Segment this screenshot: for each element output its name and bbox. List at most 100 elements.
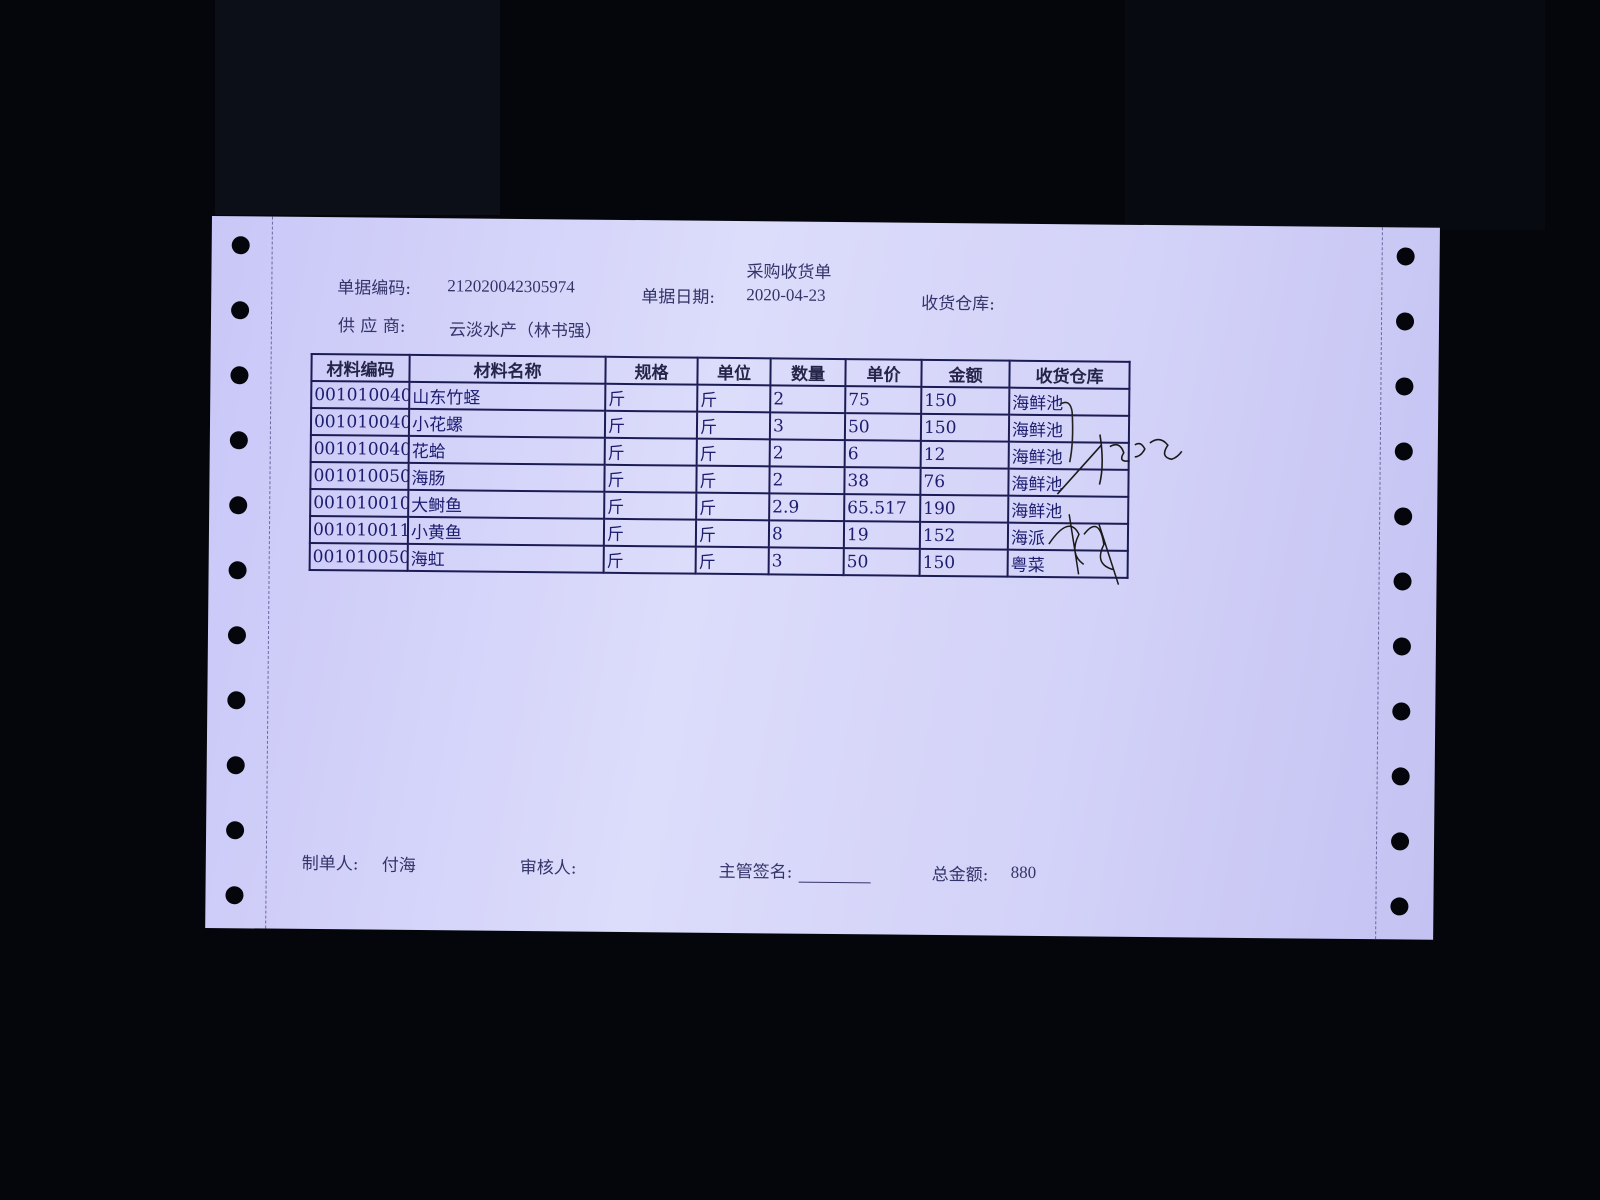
tractor-feed-hole: [227, 626, 247, 645]
tractor-feed-hole: [225, 886, 244, 905]
item-name: 小黄鱼: [407, 516, 605, 546]
item-code: 0010100404: [311, 380, 410, 409]
perforation-right: [1375, 227, 1383, 940]
item-spec: 斤: [604, 491, 697, 520]
item-qty: 8: [768, 520, 845, 549]
item-name: 海虹: [407, 543, 604, 573]
item-unit: 斤: [696, 438, 770, 467]
item-name: 大鲥鱼: [408, 489, 605, 519]
supervisor-signature-field: 主管签名:: [718, 857, 871, 884]
item-unit: 斤: [696, 465, 770, 494]
item-spec: 斤: [604, 464, 697, 493]
item-spec: 斤: [604, 437, 697, 466]
header-code: 材料编码: [311, 353, 410, 382]
item-qty: 2: [770, 385, 846, 414]
perforation-left: [265, 216, 273, 929]
supervisor-label: 主管签名:: [718, 861, 793, 883]
supervisor-signature-line: [798, 881, 871, 884]
document-title: 采购收货单: [746, 262, 832, 283]
item-amount: 150: [919, 548, 1008, 577]
header-warehouse: 收货仓库: [1009, 360, 1130, 389]
header-spec: 规格: [605, 356, 698, 385]
header-qty: 数量: [770, 358, 846, 387]
tractor-feed-hole: [1392, 637, 1412, 656]
supplier-name: 云淡水产（林书强）: [448, 320, 603, 342]
header-amount: 金额: [921, 359, 1010, 388]
doc-date-label: 单据日期:: [641, 287, 716, 308]
tractor-feed-hole: [1395, 377, 1414, 396]
tractor-feed-hole: [226, 821, 245, 840]
doc-date: 2020-04-23: [746, 285, 826, 305]
item-name: 海肠: [408, 462, 605, 492]
doc-no-label: 单据编码:: [337, 278, 412, 299]
tractor-feed-hole: [1391, 767, 1410, 786]
item-name: 小花螺: [408, 408, 606, 438]
item-price: 38: [844, 467, 921, 495]
receipt-paper: 采购收货单 单据编码: 212020042305974 单据日期: 2020-0…: [205, 216, 1440, 940]
supplier-label: 供 应 商:: [337, 316, 406, 337]
items-table: 材料编码 材料名称 规格 单位 数量 单价 金额 收货仓库 0010100404…: [309, 353, 1131, 579]
doc-no: 212020042305974: [447, 276, 575, 297]
header-name: 材料名称: [409, 354, 606, 384]
item-amount: 190: [920, 494, 1009, 523]
item-amount: 12: [920, 440, 1009, 469]
item-qty: 3: [768, 547, 844, 576]
item-unit: 斤: [696, 411, 771, 440]
item-spec: 斤: [603, 545, 696, 574]
maker-name: 付海: [381, 855, 416, 876]
item-amount: 152: [919, 521, 1009, 550]
background-panel: [1125, 0, 1545, 230]
handwritten-signature: [1048, 401, 1183, 585]
item-spec: 斤: [604, 410, 698, 439]
item-spec: 斤: [603, 518, 697, 547]
total-amount: 880: [1010, 862, 1037, 882]
item-price: 50: [844, 413, 922, 441]
tractor-feed-hole: [1393, 572, 1412, 591]
item-code: 0010100102: [310, 488, 409, 517]
item-qty: 2.9: [769, 493, 845, 522]
item-unit: 斤: [695, 546, 769, 575]
tractor-feed-hole: [1394, 507, 1413, 526]
item-unit: 斤: [695, 519, 770, 548]
item-name: 山东竹蛏: [409, 381, 606, 411]
tractor-feed-hole: [229, 431, 248, 450]
item-price: 19: [843, 521, 921, 549]
item-spec: 斤: [605, 383, 698, 412]
tractor-feed-hole: [226, 756, 245, 775]
item-price: 6: [844, 440, 921, 468]
tractor-feed-hole: [1390, 832, 1410, 851]
header-price: 单价: [845, 359, 922, 387]
tractor-feed-hole: [229, 496, 248, 515]
reviewer-label: 审核人:: [519, 857, 577, 879]
item-price: 65.517: [844, 494, 921, 522]
tractor-feed-hole: [231, 236, 250, 255]
tractor-feed-hole: [1390, 897, 1409, 916]
item-code: 0010100501: [309, 542, 408, 571]
background-cabinet: [215, 0, 500, 215]
item-qty: 2: [769, 439, 845, 468]
item-unit: 斤: [697, 384, 771, 413]
item-amount: 76: [920, 467, 1009, 496]
tractor-feed-hole: [230, 366, 249, 385]
item-qty: 3: [769, 412, 846, 441]
item-amount: 150: [920, 413, 1010, 442]
item-code: 0010100113: [309, 515, 409, 544]
item-amount: 150: [921, 386, 1010, 415]
tractor-feed-hole: [231, 301, 250, 320]
item-code: 0010100501: [310, 461, 409, 490]
tractor-feed-hole: [1392, 702, 1411, 721]
maker-label: 制单人:: [301, 853, 359, 875]
tractor-feed-hole: [1394, 442, 1413, 461]
item-price: 50: [843, 548, 920, 576]
warehouse-label: 收货仓库:: [921, 293, 996, 315]
tractor-feed-hole: [1396, 247, 1415, 266]
tractor-feed-hole: [228, 561, 247, 580]
item-code: 0010100403: [310, 434, 409, 463]
item-code: 0010100406: [310, 407, 410, 436]
item-qty: 2: [769, 466, 845, 495]
item-name: 花蛤: [408, 435, 605, 465]
tractor-feed-hole: [227, 691, 246, 710]
item-price: 75: [845, 386, 922, 414]
tractor-feed-hole: [1395, 312, 1415, 331]
item-unit: 斤: [696, 492, 770, 521]
